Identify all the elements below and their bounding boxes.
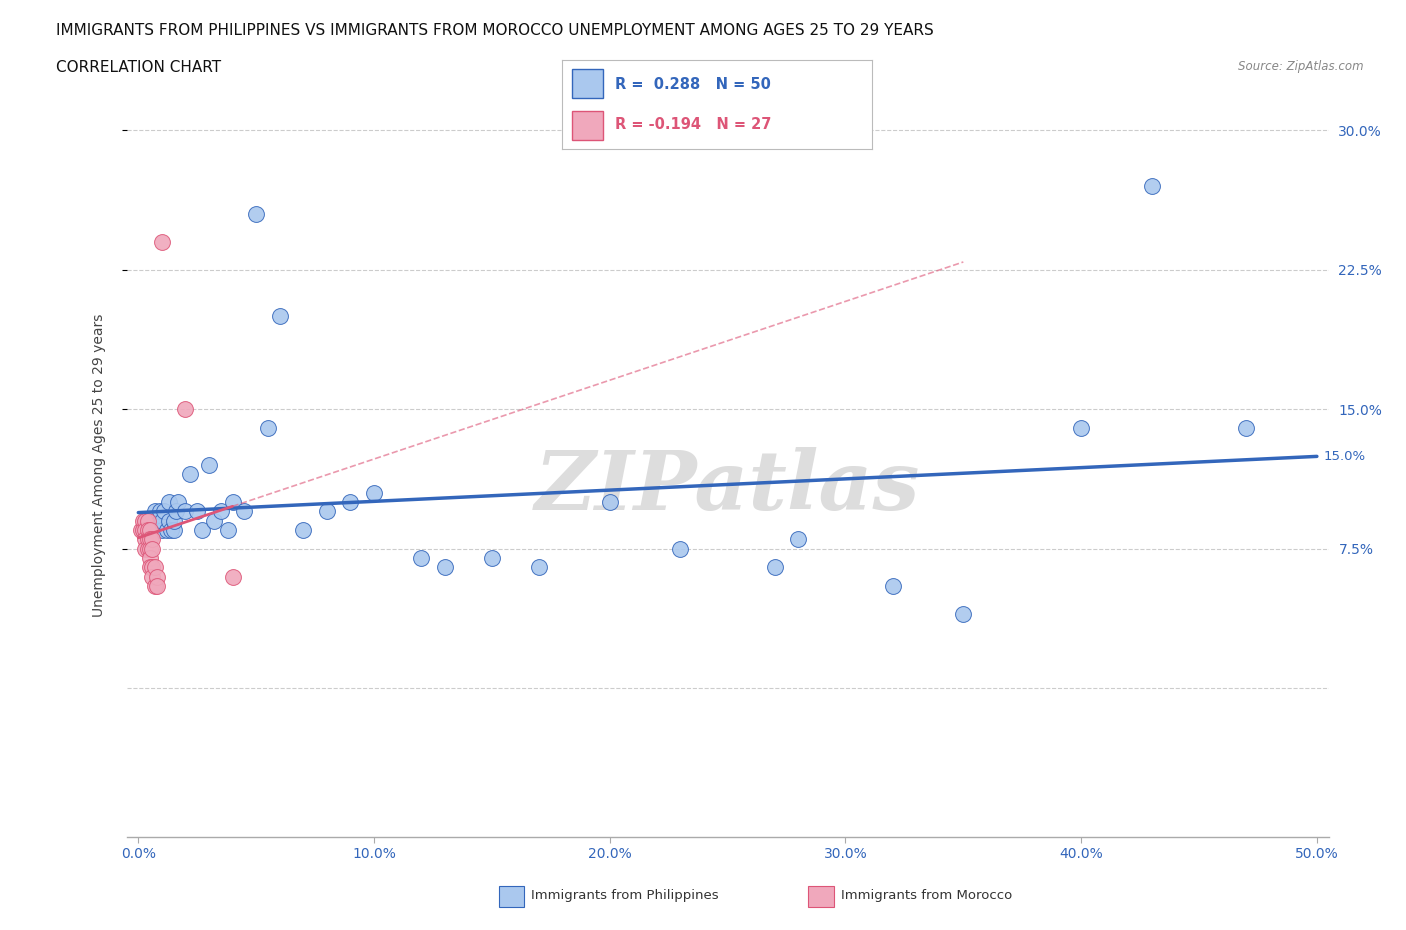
Point xyxy=(411,551,433,565)
Point xyxy=(136,541,159,556)
Point xyxy=(160,523,183,538)
Point xyxy=(163,513,186,528)
Point xyxy=(527,560,550,575)
Point xyxy=(153,504,176,519)
Point xyxy=(157,495,180,510)
Point xyxy=(155,523,177,538)
Point xyxy=(141,541,163,556)
Point xyxy=(139,551,162,565)
Point xyxy=(134,532,156,547)
Point xyxy=(269,309,291,324)
Point xyxy=(202,513,225,528)
Text: R =  0.288   N = 50: R = 0.288 N = 50 xyxy=(614,77,770,92)
Point xyxy=(148,513,170,528)
Point xyxy=(339,495,361,510)
Point xyxy=(141,513,163,528)
Point xyxy=(143,504,166,519)
Text: CORRELATION CHART: CORRELATION CHART xyxy=(56,60,221,75)
Point xyxy=(134,541,156,556)
Point xyxy=(191,523,214,538)
Point xyxy=(174,402,197,417)
Point xyxy=(179,467,201,482)
Point xyxy=(245,206,267,221)
Point xyxy=(167,495,190,510)
Y-axis label: Unemployment Among Ages 25 to 29 years: Unemployment Among Ages 25 to 29 years xyxy=(91,313,105,617)
Point xyxy=(952,606,974,621)
Point xyxy=(882,578,904,593)
Text: IMMIGRANTS FROM PHILIPPINES VS IMMIGRANTS FROM MOROCCO UNEMPLOYMENT AMONG AGES 2: IMMIGRANTS FROM PHILIPPINES VS IMMIGRANT… xyxy=(56,23,934,38)
Point xyxy=(165,504,187,519)
Point xyxy=(174,504,197,519)
Point xyxy=(139,560,162,575)
Point xyxy=(136,532,159,547)
Point xyxy=(136,513,159,528)
Point xyxy=(233,504,256,519)
Point xyxy=(139,532,162,547)
Point xyxy=(129,523,152,538)
Point xyxy=(209,504,232,519)
Point xyxy=(217,523,239,538)
Point xyxy=(150,513,173,528)
Point xyxy=(1234,420,1257,435)
Point xyxy=(141,560,163,575)
Point xyxy=(136,523,159,538)
Text: Source: ZipAtlas.com: Source: ZipAtlas.com xyxy=(1239,60,1364,73)
Point xyxy=(139,541,162,556)
Point xyxy=(143,560,166,575)
Point xyxy=(163,523,186,538)
Point xyxy=(146,569,169,584)
Point xyxy=(143,578,166,593)
Point xyxy=(141,569,163,584)
Point xyxy=(198,458,221,472)
Point xyxy=(139,523,162,538)
Point xyxy=(157,513,180,528)
Point xyxy=(669,541,692,556)
Text: Immigrants from Morocco: Immigrants from Morocco xyxy=(841,889,1012,902)
Point xyxy=(363,485,385,500)
Point xyxy=(139,523,162,538)
FancyBboxPatch shape xyxy=(572,70,603,99)
Point xyxy=(433,560,456,575)
Point xyxy=(132,513,155,528)
Point xyxy=(221,495,243,510)
Point xyxy=(134,523,156,538)
Point xyxy=(143,513,166,528)
Point xyxy=(134,513,156,528)
FancyBboxPatch shape xyxy=(572,111,603,140)
Point xyxy=(599,495,621,510)
Point xyxy=(315,504,337,519)
Point xyxy=(141,532,163,547)
Text: Immigrants from Philippines: Immigrants from Philippines xyxy=(531,889,718,902)
Point xyxy=(146,523,169,538)
Point xyxy=(763,560,786,575)
Point xyxy=(148,504,170,519)
Point xyxy=(787,532,810,547)
Point xyxy=(1070,420,1092,435)
Point xyxy=(146,578,169,593)
Text: R = -0.194   N = 27: R = -0.194 N = 27 xyxy=(614,117,772,132)
Point xyxy=(1140,179,1163,193)
Point xyxy=(150,523,173,538)
Point xyxy=(132,523,155,538)
Point xyxy=(150,234,173,249)
Text: ZIPatlas: ZIPatlas xyxy=(534,447,921,527)
Point xyxy=(134,513,156,528)
Point xyxy=(186,504,208,519)
Point xyxy=(132,523,155,538)
Point xyxy=(481,551,503,565)
Point xyxy=(257,420,280,435)
Point xyxy=(292,523,315,538)
Point xyxy=(221,569,243,584)
Text: 15.0%: 15.0% xyxy=(1324,450,1367,463)
